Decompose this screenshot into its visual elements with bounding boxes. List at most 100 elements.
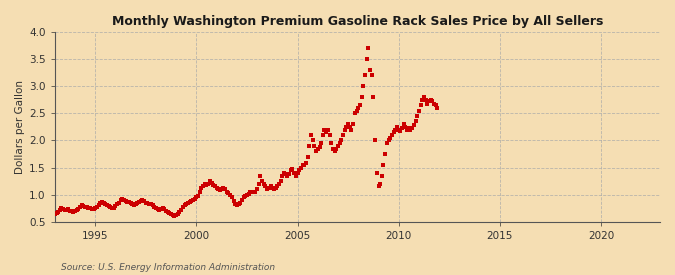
- Point: [354, 103, 365, 107]
- Point: [358, 84, 369, 88]
- Point: [405, 127, 416, 132]
- Point: [103, 204, 114, 208]
- Point: [356, 95, 367, 99]
- Point: [117, 197, 128, 201]
- Point: [255, 174, 266, 178]
- Point: [137, 198, 148, 202]
- Point: [155, 207, 166, 211]
- Point: [225, 192, 236, 197]
- Point: [63, 207, 74, 211]
- Point: [290, 174, 301, 178]
- Point: [267, 186, 277, 190]
- Point: [135, 198, 146, 203]
- Point: [388, 130, 399, 134]
- Point: [240, 194, 250, 198]
- Point: [260, 184, 271, 189]
- Y-axis label: Dollars per Gallon: Dollars per Gallon: [15, 80, 25, 174]
- Point: [327, 146, 338, 151]
- Point: [280, 172, 291, 176]
- Text: Source: U.S. Energy Information Administration: Source: U.S. Energy Information Administ…: [61, 263, 275, 272]
- Point: [61, 208, 72, 212]
- Point: [304, 144, 315, 148]
- Point: [218, 186, 229, 190]
- Point: [127, 202, 138, 206]
- Point: [424, 99, 435, 104]
- Point: [418, 95, 429, 99]
- Point: [82, 205, 92, 209]
- Point: [346, 127, 357, 132]
- Point: [110, 204, 121, 208]
- Point: [415, 103, 426, 107]
- Point: [73, 207, 84, 211]
- Point: [70, 209, 80, 213]
- Point: [404, 126, 414, 131]
- Point: [394, 127, 404, 132]
- Point: [95, 200, 106, 205]
- Point: [235, 200, 246, 205]
- Point: [319, 127, 330, 132]
- Point: [243, 191, 254, 196]
- Point: [381, 141, 392, 145]
- Point: [383, 138, 394, 143]
- Point: [299, 163, 310, 167]
- Point: [338, 133, 348, 137]
- Point: [431, 103, 441, 107]
- Point: [343, 122, 354, 126]
- Point: [282, 174, 293, 178]
- Point: [78, 204, 89, 208]
- Point: [300, 161, 311, 165]
- Point: [209, 184, 220, 189]
- Point: [250, 190, 261, 194]
- Point: [191, 195, 202, 200]
- Point: [124, 200, 134, 204]
- Point: [378, 163, 389, 167]
- Point: [90, 205, 101, 210]
- Point: [49, 211, 60, 216]
- Point: [246, 190, 257, 194]
- Point: [387, 133, 398, 137]
- Point: [265, 184, 276, 189]
- Point: [169, 214, 180, 219]
- Point: [390, 127, 401, 132]
- Point: [314, 145, 325, 149]
- Point: [412, 114, 423, 118]
- Point: [364, 68, 375, 72]
- Point: [360, 73, 371, 78]
- Point: [296, 165, 306, 170]
- Point: [68, 210, 79, 214]
- Point: [414, 108, 425, 113]
- Point: [284, 172, 294, 176]
- Point: [142, 201, 153, 205]
- Point: [83, 205, 94, 210]
- Point: [275, 179, 286, 183]
- Point: [102, 203, 113, 208]
- Point: [310, 149, 321, 153]
- Point: [306, 133, 317, 137]
- Point: [329, 149, 340, 153]
- Point: [140, 200, 151, 205]
- Point: [422, 101, 433, 106]
- Point: [58, 207, 69, 211]
- Point: [51, 210, 62, 215]
- Point: [286, 168, 296, 172]
- Point: [132, 201, 143, 205]
- Point: [348, 122, 358, 126]
- Point: [154, 208, 165, 212]
- Point: [395, 128, 406, 133]
- Point: [242, 192, 252, 197]
- Point: [361, 57, 372, 61]
- Point: [122, 199, 133, 204]
- Point: [157, 206, 168, 210]
- Point: [147, 203, 158, 208]
- Point: [105, 204, 116, 209]
- Point: [80, 204, 90, 209]
- Point: [182, 201, 193, 205]
- Point: [392, 125, 402, 129]
- Point: [164, 211, 175, 215]
- Point: [184, 200, 195, 204]
- Point: [162, 210, 173, 214]
- Point: [273, 182, 284, 186]
- Point: [324, 133, 335, 137]
- Point: [219, 187, 230, 191]
- Point: [196, 186, 207, 190]
